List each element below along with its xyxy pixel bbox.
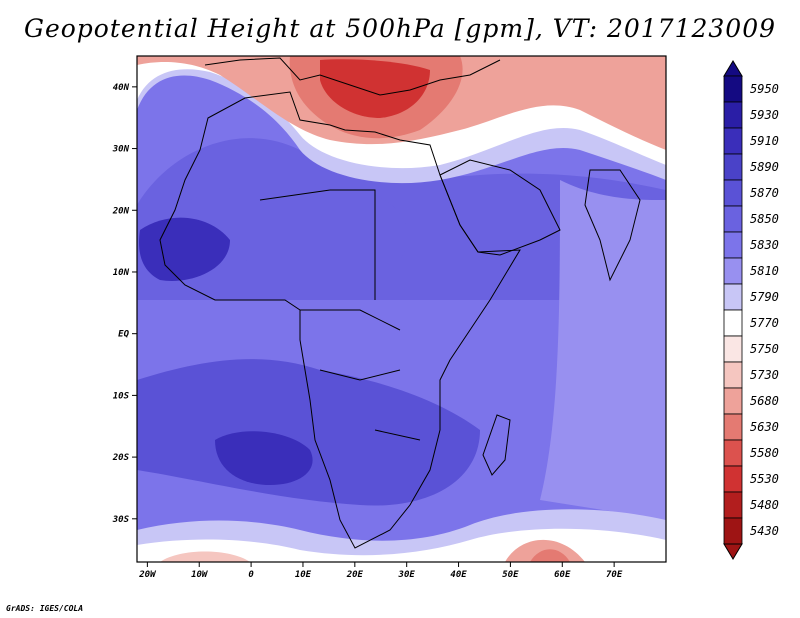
y-tick-label: 10N (113, 268, 130, 278)
colorbar-label: 5750 (750, 342, 779, 356)
colorbar-label: 5730 (750, 368, 779, 382)
map-frame (136, 55, 667, 563)
colorbar-swatch (723, 179, 743, 207)
y-tick-label: 20N (112, 206, 130, 216)
colorbar-label: 5680 (750, 394, 779, 408)
colorbar-swatch (723, 283, 743, 311)
colorbar-label: 5890 (750, 160, 779, 174)
colorbar: 5950 5930 5910 5890 5870 5850 5830 5810 5790 5770… (723, 60, 779, 560)
x-axis-ticks: 20W 10W 0 10E 20E 30E 40E 50E 60E 70E (138, 562, 623, 580)
colorbar-swatch (723, 127, 743, 155)
y-tick-label: 30S (112, 515, 130, 525)
colorbar-label: 5430 (750, 524, 779, 538)
colorbar-label: 5870 (750, 186, 779, 200)
coastlines (159, 57, 641, 549)
x-tick-label: 70E (606, 570, 623, 580)
colorbar-swatch (723, 465, 743, 493)
x-tick-label: 60E (554, 570, 571, 580)
colorbar-label: 5630 (750, 420, 779, 434)
colorbar-top-arrow (723, 60, 743, 77)
internal-borders (259, 189, 421, 441)
field-indian-ocean-east (540, 180, 666, 520)
y-tick-label: 10S (113, 391, 130, 401)
colorbar-label: 5810 (750, 264, 779, 278)
colorbar-swatch (723, 309, 743, 337)
field-greece-core (320, 59, 430, 118)
height-field (137, 56, 666, 562)
colorbar-label: 5790 (750, 290, 779, 304)
x-tick-label: 20E (346, 570, 364, 580)
x-tick-label: 0 (248, 570, 254, 580)
colorbar-swatch (723, 491, 743, 519)
colorbar-bottom-arrow (723, 543, 743, 560)
europe-coastline (204, 57, 501, 96)
field-south-high (137, 359, 480, 506)
africa-coastline (159, 91, 521, 549)
colorbar-label: 5770 (750, 316, 779, 330)
colorbar-swatch (723, 387, 743, 415)
y-tick-label: 40N (113, 83, 130, 93)
field-southwest-low (160, 551, 250, 562)
colorbar-swatch (723, 361, 743, 389)
colorbar-swatch (723, 257, 743, 285)
colorbar-label: 5480 (750, 498, 779, 512)
colorbar-swatch (723, 335, 743, 363)
y-axis-ticks: 40N 30N 20N 10N EQ 10S 20S 30S (112, 83, 137, 525)
y-tick-label: 30N (112, 145, 130, 155)
colorbar-swatch (723, 517, 743, 545)
colorbar-label: 5950 (750, 82, 779, 96)
x-tick-label: 20W (138, 570, 157, 580)
colorbar-swatch (723, 75, 743, 103)
colorbar-swatch (723, 205, 743, 233)
x-tick-label: 10E (295, 570, 312, 580)
x-tick-label: 10W (191, 570, 209, 580)
field-south-core (215, 431, 313, 485)
colorbar-label: 5910 (750, 134, 779, 148)
y-tick-label: EQ (118, 330, 129, 340)
colorbar-swatch (723, 153, 743, 181)
colorbar-swatch (723, 439, 743, 467)
colorbar-label: 5530 (750, 472, 779, 486)
map-title: Geopotential Height at 500hPa [gpm], VT:… (23, 14, 777, 43)
x-tick-label: 40E (450, 570, 467, 580)
madagascar-coastline (482, 414, 511, 476)
colorbar-label: 5830 (750, 238, 779, 252)
grads-credit: GrADS: IGES/COLA (6, 604, 84, 613)
x-tick-label: 50E (502, 570, 519, 580)
colorbar-swatch (723, 101, 743, 129)
colorbar-label: 5580 (750, 446, 779, 460)
x-tick-label: 30E (398, 570, 416, 580)
colorbar-label: 5930 (750, 108, 779, 122)
colorbar-swatch (723, 231, 743, 259)
y-tick-label: 20S (112, 453, 130, 463)
colorbar-swatch (723, 413, 743, 441)
field-southeast-core (530, 549, 570, 562)
india-coastline (584, 169, 641, 282)
field-west-africa-core (139, 217, 230, 281)
colorbar-label: 5850 (750, 212, 779, 226)
arabian-peninsula-coastline (439, 159, 561, 256)
field-sahara-plateau (190, 183, 408, 267)
